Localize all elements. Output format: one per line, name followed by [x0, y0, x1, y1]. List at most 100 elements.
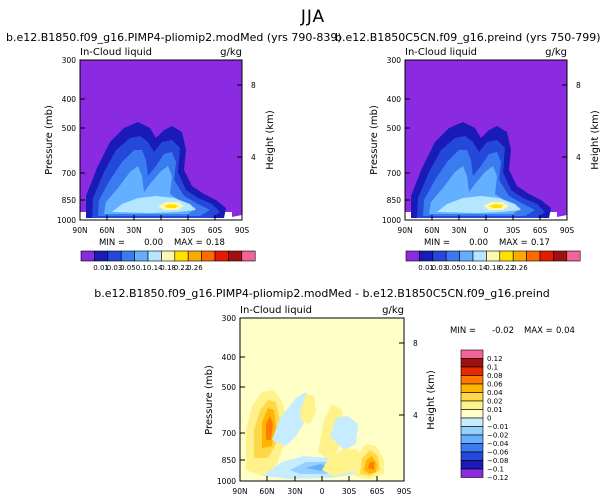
panel-c-colorbar-label: −0.02: [487, 432, 508, 440]
panel-c-colorbar-swatch: [460, 434, 484, 444]
panel-b-y-tick-500: 500: [387, 124, 402, 133]
panel-c-max-label: MAX =: [524, 326, 553, 336]
panel-c-colorbar-label: 0.12: [487, 355, 503, 363]
panel-c: b.e12.B1850.f09_g16.PIMP4-pliomip2.modMe…: [94, 287, 575, 496]
panel-c-colorbar-label: 0.06: [487, 381, 503, 389]
panel-b: b.e12.B1850C5CN.f09_g16.preind (yrs 750-…: [335, 31, 601, 272]
panel-b-colorbar-swatch: [539, 250, 554, 262]
panel-c-colorbar-swatch: [460, 409, 484, 419]
panel-a-colorbar-swatch: [187, 250, 202, 262]
panel-a-y-tick-700: 700: [62, 169, 77, 178]
panel-c-colorbar-label: −0.04: [487, 440, 509, 448]
panel-a-colorbar-label: 0.14: [147, 264, 163, 272]
panel-b-field-label: In-Cloud liquid: [405, 47, 477, 58]
panel-c-colorbar-label: −0.1: [487, 466, 504, 474]
panel-c-title: b.e12.B1850.f09_g16.PIMP4-pliomip2.modMe…: [94, 287, 550, 300]
panel-a-colorbar-swatch: [147, 250, 162, 262]
panel-a-right-axis-label: Height (km): [265, 110, 276, 170]
panel-c-units-label: g/kg: [382, 305, 404, 316]
panel-b-colorbar-swatch: [432, 250, 447, 262]
panel-b-min-value: 0.00: [469, 238, 488, 248]
panel-c-colorbar-label: 0.01: [487, 406, 503, 414]
panel-c-x-tick-30s: 30S: [342, 487, 357, 496]
panel-c-x-tick-60s: 60S: [370, 487, 385, 496]
panel-c-x-tick-30n: 30N: [287, 487, 302, 496]
panel-c-colorbar-swatch: [460, 400, 484, 410]
panel-c-y-axis-label: Pressure (mb): [204, 365, 215, 435]
panel-a-colorbar-swatch: [94, 250, 109, 262]
panel-a-colorbar-swatch: [214, 250, 229, 262]
panel-c-neg-0-01-south: [330, 416, 358, 450]
panel-c-pos-0-01-upper: [322, 448, 360, 476]
panel-b-colorbar: 0.010.030.05 0.1 0.140.180.220.26: [405, 250, 581, 272]
panel-a-colorbar-swatch: [201, 250, 216, 262]
panel-b-y-tick-1000: 1000: [382, 216, 401, 225]
panel-c-colorbar-swatch: [460, 460, 484, 470]
panel-c-colorbar-label: 0: [487, 415, 491, 423]
panel-b-colorbar-swatch: [512, 250, 527, 262]
panel-b-x-tick-90s: 90S: [560, 226, 575, 235]
panel-a-height-tick-4: 4: [251, 153, 256, 162]
panel-a-x-tick-90n: 90N: [72, 226, 87, 235]
panel-a-max-label: MAX =: [174, 238, 203, 248]
panel-a-x-tick-eq: 0: [159, 226, 164, 235]
panel-a-colorbar-swatch: [80, 250, 95, 262]
panel-c-colorbar-swatch: [460, 375, 484, 385]
panel-a-colorbar-swatch: [228, 250, 243, 262]
panel-c-colorbar-label: −0.12: [487, 474, 508, 482]
panel-c-colorbar-swatch: [460, 366, 484, 376]
panel-b-units-label: g/kg: [545, 47, 567, 58]
panel-b-x-tick-eq: 0: [484, 226, 489, 235]
panel-c-colorbar-label: 0.1: [487, 364, 498, 372]
panel-c-ticks: [239, 317, 405, 482]
panel-b-max-label: MAX =: [499, 238, 528, 248]
panel-b-colorbar-swatch: [405, 250, 420, 262]
panel-a: b.e12.B1850.f09_g16.PIMP4-pliomip2.modMe…: [6, 31, 342, 272]
panel-a-units-label: g/kg: [220, 47, 242, 58]
panel-a-height-tick-8: 8: [251, 81, 256, 90]
panel-a-colorbar: 0.010.030.05 0.1 0.140.180.220.26: [80, 250, 256, 272]
panel-a-colorbar-label: 0.03: [107, 264, 123, 272]
panel-b-x-tick-60n: 60N: [424, 226, 439, 235]
panel-a-x-tick-60s: 60S: [208, 226, 223, 235]
panel-b-y-tick-700: 700: [387, 169, 402, 178]
panel-a-colorbar-label: 0.18: [160, 264, 176, 272]
panel-c-colorbar-swatch: [460, 451, 484, 461]
panel-b-y-tick-300: 300: [387, 56, 402, 65]
panel-b-y-axis-label: Pressure (mb): [369, 105, 380, 175]
panel-c-colorbar-swatch: [460, 443, 484, 453]
panel-c-right-axis-label: Height (km): [426, 370, 437, 430]
panel-a-contour-0-22: [164, 204, 178, 208]
panel-c-colorbar-label: −0.01: [487, 423, 508, 431]
panel-a-colorbar-label: 0.05: [120, 264, 136, 272]
panel-b-max-value: 0.17: [531, 238, 550, 248]
panel-b-min-label: MIN =: [424, 238, 450, 248]
panel-a-x-tick-30s: 30S: [181, 226, 196, 235]
panel-a-colorbar-swatch: [107, 250, 122, 262]
panel-c-colorbar-swatch: [460, 392, 484, 402]
panel-c-y-tick-850: 850: [222, 456, 237, 465]
panel-c-colorbar-swatch: [460, 349, 484, 359]
panel-c-colorbar-swatch: [460, 417, 484, 427]
panel-b-colorbar-swatch: [472, 250, 487, 262]
panel-b-colorbar-swatch: [526, 250, 541, 262]
panel-c-x-tick-60n: 60N: [259, 487, 274, 496]
panel-c-colorbar-swatch: [460, 468, 484, 478]
figure-title: JJA: [300, 7, 325, 27]
panel-c-field-label: In-Cloud liquid: [240, 305, 312, 316]
panel-b-colorbar-swatch: [419, 250, 434, 262]
panel-c-height-tick-4: 4: [413, 411, 418, 420]
panel-c-y-tick-500: 500: [222, 383, 237, 392]
panel-a-colorbar-label: 0.1: [136, 264, 147, 272]
panel-b-colorbar-swatch: [445, 250, 460, 262]
panel-c-colorbar-label: 0.08: [487, 372, 503, 380]
panel-b-colorbar-label: 0.26: [512, 264, 528, 272]
panel-c-colorbar-swatch: [460, 358, 484, 368]
panel-a-x-tick-90s: 90S: [235, 226, 250, 235]
panel-a-min-value: 0.00: [144, 238, 163, 248]
panel-a-max-value: 0.18: [206, 238, 225, 248]
panel-a-y-tick-300: 300: [62, 56, 77, 65]
panel-c-y-tick-1000: 1000: [217, 477, 236, 486]
panel-c-y-tick-700: 700: [222, 429, 237, 438]
panel-b-height-tick-4: 4: [576, 153, 581, 162]
